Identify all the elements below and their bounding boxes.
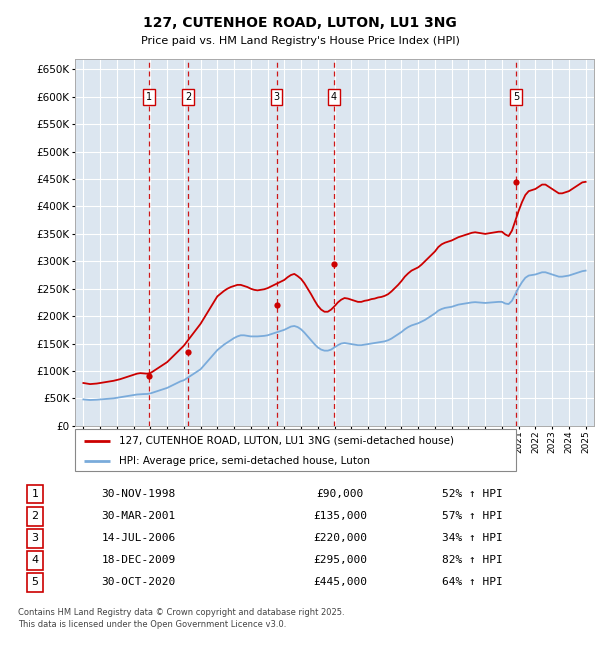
Text: Price paid vs. HM Land Registry's House Price Index (HPI): Price paid vs. HM Land Registry's House … [140,36,460,46]
Text: 82% ↑ HPI: 82% ↑ HPI [442,555,503,566]
Text: 4: 4 [331,92,337,102]
Text: 127, CUTENHOE ROAD, LUTON, LU1 3NG: 127, CUTENHOE ROAD, LUTON, LU1 3NG [143,16,457,31]
Text: £295,000: £295,000 [313,555,367,566]
Text: 30-MAR-2001: 30-MAR-2001 [101,511,176,521]
Text: Contains HM Land Registry data © Crown copyright and database right 2025.
This d: Contains HM Land Registry data © Crown c… [18,608,344,629]
FancyBboxPatch shape [75,429,516,471]
Text: 2: 2 [31,511,38,521]
Text: 30-NOV-1998: 30-NOV-1998 [101,489,176,499]
Text: 57% ↑ HPI: 57% ↑ HPI [442,511,503,521]
Text: 30-OCT-2020: 30-OCT-2020 [101,577,176,588]
Text: £220,000: £220,000 [313,533,367,543]
Text: 3: 3 [32,533,38,543]
Text: £445,000: £445,000 [313,577,367,588]
Text: 3: 3 [274,92,280,102]
Text: 64% ↑ HPI: 64% ↑ HPI [442,577,503,588]
Text: 127, CUTENHOE ROAD, LUTON, LU1 3NG (semi-detached house): 127, CUTENHOE ROAD, LUTON, LU1 3NG (semi… [119,436,454,446]
Text: 14-JUL-2006: 14-JUL-2006 [101,533,176,543]
Text: 34% ↑ HPI: 34% ↑ HPI [442,533,503,543]
Text: 1: 1 [146,92,152,102]
Text: 4: 4 [31,555,38,566]
Text: 52% ↑ HPI: 52% ↑ HPI [442,489,503,499]
Text: £135,000: £135,000 [313,511,367,521]
Text: 18-DEC-2009: 18-DEC-2009 [101,555,176,566]
Text: 1: 1 [32,489,38,499]
Text: 5: 5 [512,92,519,102]
Text: 2: 2 [185,92,191,102]
Text: £90,000: £90,000 [317,489,364,499]
Text: HPI: Average price, semi-detached house, Luton: HPI: Average price, semi-detached house,… [119,456,370,465]
Text: 5: 5 [32,577,38,588]
